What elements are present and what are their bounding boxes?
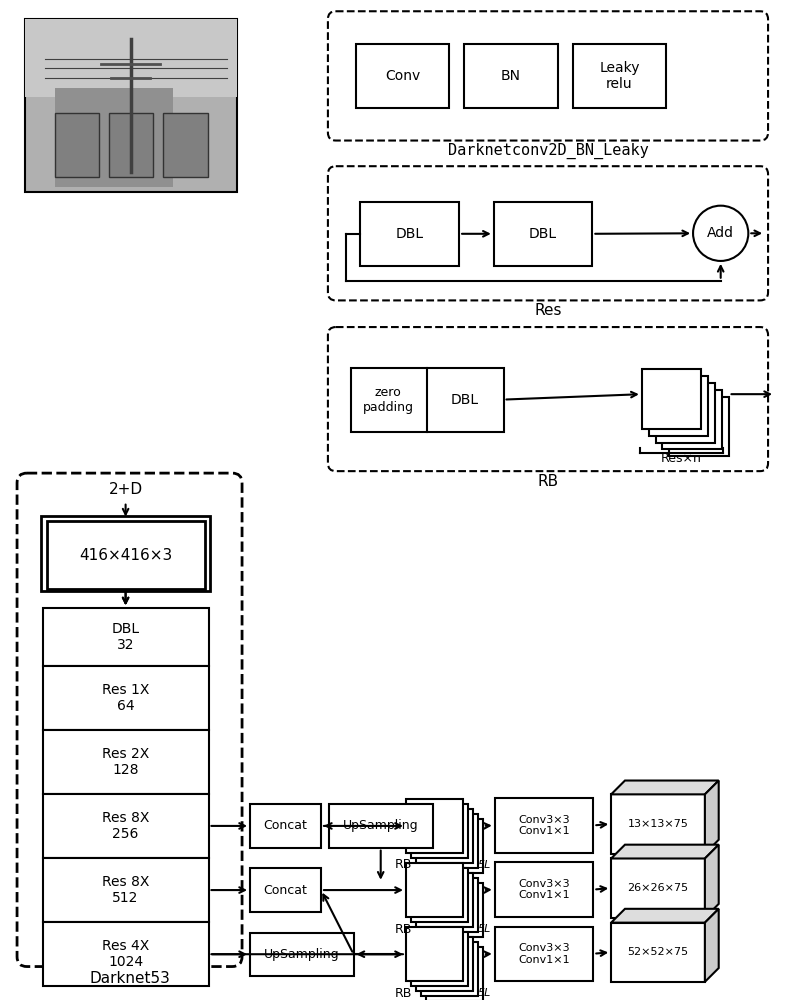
Text: UpSampling: UpSampling bbox=[343, 819, 419, 832]
FancyBboxPatch shape bbox=[420, 942, 478, 996]
Polygon shape bbox=[705, 909, 718, 982]
FancyBboxPatch shape bbox=[250, 804, 321, 848]
FancyBboxPatch shape bbox=[406, 927, 463, 981]
Text: Darknet53: Darknet53 bbox=[89, 971, 170, 986]
FancyBboxPatch shape bbox=[416, 937, 473, 991]
Text: 5L: 5L bbox=[478, 860, 492, 870]
FancyBboxPatch shape bbox=[43, 794, 209, 858]
Text: DBL: DBL bbox=[529, 227, 557, 241]
FancyBboxPatch shape bbox=[43, 922, 209, 986]
Text: Res: Res bbox=[534, 303, 561, 318]
FancyBboxPatch shape bbox=[43, 858, 209, 922]
FancyBboxPatch shape bbox=[642, 369, 701, 429]
FancyBboxPatch shape bbox=[426, 883, 483, 937]
Text: Res 2X
128: Res 2X 128 bbox=[102, 747, 149, 777]
Text: zero
padding: zero padding bbox=[362, 386, 414, 414]
FancyBboxPatch shape bbox=[351, 368, 504, 432]
FancyBboxPatch shape bbox=[656, 383, 714, 443]
Text: RB: RB bbox=[395, 923, 412, 936]
FancyBboxPatch shape bbox=[411, 868, 468, 922]
FancyBboxPatch shape bbox=[25, 19, 237, 192]
Text: Res 8X
512: Res 8X 512 bbox=[102, 875, 149, 905]
FancyBboxPatch shape bbox=[406, 799, 463, 853]
FancyBboxPatch shape bbox=[611, 858, 705, 918]
Text: DBL: DBL bbox=[396, 227, 424, 241]
FancyBboxPatch shape bbox=[464, 44, 557, 108]
FancyBboxPatch shape bbox=[573, 44, 666, 108]
Text: Concat: Concat bbox=[263, 884, 308, 897]
Text: 52×52×75: 52×52×75 bbox=[627, 947, 688, 957]
FancyBboxPatch shape bbox=[495, 798, 593, 853]
FancyBboxPatch shape bbox=[43, 666, 209, 730]
Text: RB: RB bbox=[395, 858, 412, 871]
FancyBboxPatch shape bbox=[40, 516, 210, 591]
Polygon shape bbox=[611, 781, 718, 794]
Text: Res 1X
64: Res 1X 64 bbox=[102, 683, 149, 713]
FancyBboxPatch shape bbox=[43, 608, 209, 666]
FancyBboxPatch shape bbox=[250, 868, 321, 912]
FancyBboxPatch shape bbox=[163, 113, 208, 177]
Text: DBL: DBL bbox=[451, 393, 479, 407]
FancyBboxPatch shape bbox=[611, 923, 705, 982]
FancyBboxPatch shape bbox=[495, 862, 593, 917]
FancyBboxPatch shape bbox=[47, 521, 205, 589]
FancyBboxPatch shape bbox=[250, 933, 354, 976]
FancyBboxPatch shape bbox=[495, 927, 593, 981]
Text: RB: RB bbox=[538, 474, 558, 489]
FancyBboxPatch shape bbox=[25, 19, 237, 97]
FancyBboxPatch shape bbox=[426, 947, 483, 1000]
Text: BN: BN bbox=[501, 69, 521, 83]
FancyBboxPatch shape bbox=[420, 814, 478, 868]
Text: Res 8X
256: Res 8X 256 bbox=[102, 811, 149, 841]
FancyBboxPatch shape bbox=[611, 794, 705, 854]
FancyBboxPatch shape bbox=[55, 113, 99, 177]
Polygon shape bbox=[705, 781, 718, 854]
Text: Conv3×3
Conv1×1: Conv3×3 Conv1×1 bbox=[518, 815, 570, 836]
FancyBboxPatch shape bbox=[361, 202, 459, 266]
Text: Conv3×3
Conv1×1: Conv3×3 Conv1×1 bbox=[518, 943, 570, 965]
Text: Add: Add bbox=[707, 226, 734, 240]
FancyBboxPatch shape bbox=[355, 44, 450, 108]
Text: Res 4X
1024: Res 4X 1024 bbox=[102, 939, 149, 969]
Text: 5L: 5L bbox=[478, 988, 492, 998]
FancyBboxPatch shape bbox=[494, 202, 592, 266]
Text: 5L: 5L bbox=[478, 924, 492, 934]
FancyBboxPatch shape bbox=[649, 376, 708, 436]
Text: UpSampling: UpSampling bbox=[264, 948, 339, 961]
FancyBboxPatch shape bbox=[669, 397, 729, 456]
Text: 416×416×3: 416×416×3 bbox=[79, 548, 172, 563]
FancyBboxPatch shape bbox=[43, 730, 209, 794]
Text: Conv: Conv bbox=[385, 69, 420, 83]
Text: 26×26×75: 26×26×75 bbox=[627, 883, 688, 893]
FancyBboxPatch shape bbox=[406, 863, 463, 917]
Text: Leaky
relu: Leaky relu bbox=[600, 61, 640, 91]
FancyBboxPatch shape bbox=[420, 878, 478, 932]
Text: Concat: Concat bbox=[263, 819, 308, 832]
Text: Darknetconv2D_BN_Leaky: Darknetconv2D_BN_Leaky bbox=[447, 142, 649, 159]
Polygon shape bbox=[611, 845, 718, 858]
Text: DBL
32: DBL 32 bbox=[112, 622, 140, 652]
FancyBboxPatch shape bbox=[109, 113, 153, 177]
Polygon shape bbox=[611, 909, 718, 923]
FancyBboxPatch shape bbox=[411, 932, 468, 986]
Text: 2+D: 2+D bbox=[109, 482, 143, 497]
Text: Conv3×3
Conv1×1: Conv3×3 Conv1×1 bbox=[518, 879, 570, 900]
FancyBboxPatch shape bbox=[426, 819, 483, 873]
FancyBboxPatch shape bbox=[416, 809, 473, 863]
Polygon shape bbox=[705, 845, 718, 918]
FancyBboxPatch shape bbox=[662, 390, 722, 449]
Text: 13×13×75: 13×13×75 bbox=[627, 819, 688, 829]
FancyBboxPatch shape bbox=[55, 88, 173, 187]
Text: Res×n: Res×n bbox=[661, 452, 702, 465]
FancyBboxPatch shape bbox=[416, 873, 473, 927]
FancyBboxPatch shape bbox=[411, 804, 468, 858]
FancyBboxPatch shape bbox=[329, 804, 432, 848]
Text: RB: RB bbox=[395, 987, 412, 1000]
